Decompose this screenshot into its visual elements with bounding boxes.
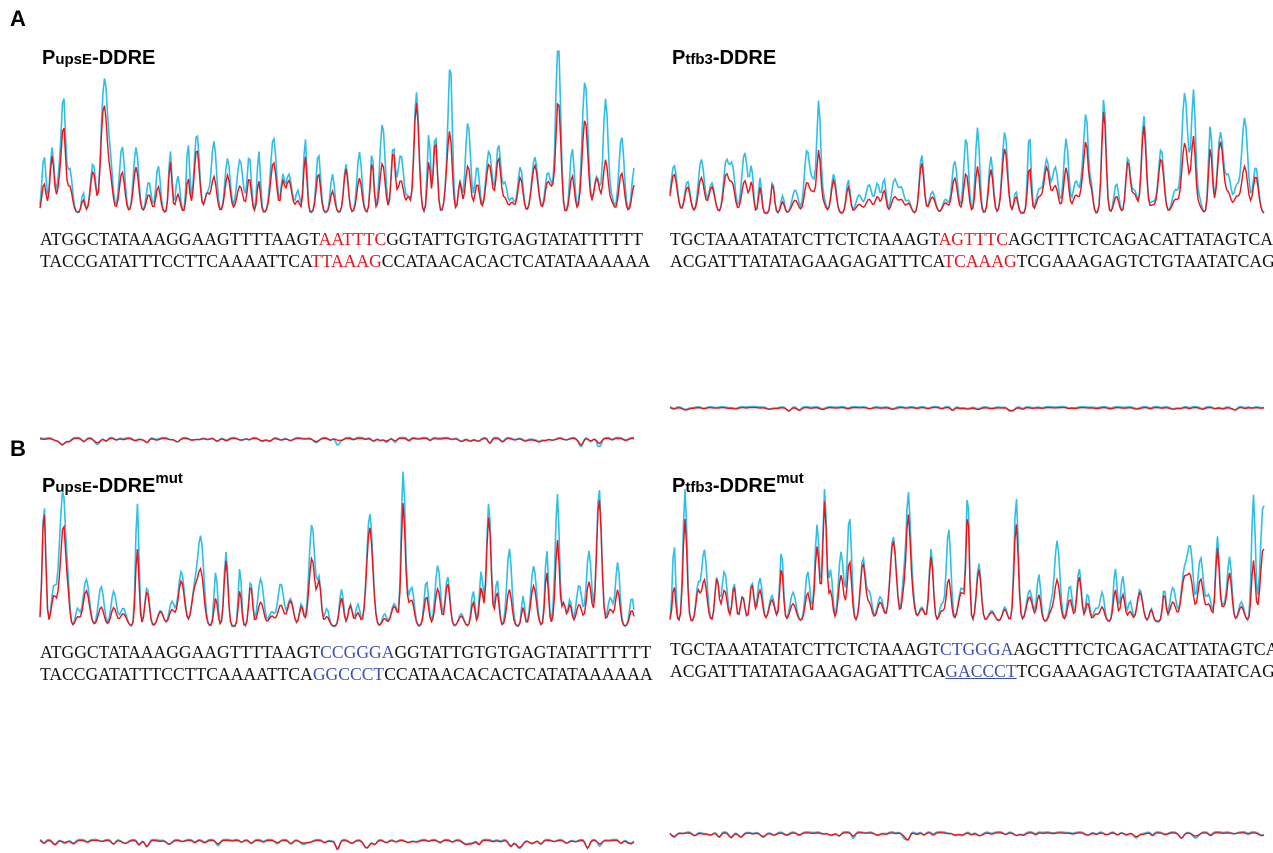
title-main: P — [672, 475, 686, 497]
title-sub: upsE — [55, 51, 93, 68]
panel-b-letter: B — [10, 436, 26, 461]
panel-a-left-top-sequence: ATGGCTATAAAGGAAGTTTTAAGTAATTTCGGTATTGTGT… — [40, 229, 643, 250]
panel-a-right-top-trace — [669, 89, 1265, 215]
panel-b-right-bottom-trace — [669, 830, 1265, 841]
panel-a-right-title: Ptfb3-DDRE — [672, 42, 776, 70]
red-trace-line — [669, 501, 1265, 622]
panel-b-right-bottom-sequence: ACGATTTATATAGAAGAGATTTCAGACCCTTCGAAAGAGT… — [670, 661, 1273, 682]
panel-b-left-bottom-sequence: TACCGATATTTCCTTCAAAATTCAGGCCCTCCATAACACA… — [40, 664, 653, 685]
panel-a-left-bottom-trace — [39, 436, 635, 448]
cyan-trace-line — [669, 489, 1265, 623]
binding-site: TTAAAG — [310, 251, 382, 271]
seq-post: CCATAACACACTCATATAAAAAA — [384, 664, 653, 684]
panel-b-left-bottom-trace — [39, 838, 635, 851]
mutated-site: GACCCT — [945, 661, 1017, 681]
red-trace-line — [39, 437, 635, 446]
title-main: P — [42, 47, 56, 69]
mutated-site: CTGGGA — [939, 639, 1014, 659]
binding-site: TCAAAG — [943, 251, 1017, 271]
seq-post: TCGAAAGAGTCTGTAATATCAGT — [1016, 251, 1273, 271]
title-sup: mut — [155, 470, 183, 487]
binding-site: AATTTC — [318, 229, 387, 249]
panel-b-right-title: Ptfb3-DDREmut — [672, 470, 804, 498]
panel-a-letter: A — [10, 6, 26, 31]
seq-post: GGTATTGTGTGAGTATATTTTTT — [386, 229, 643, 249]
red-trace-line — [39, 102, 635, 213]
panel-a-right-bottom-sequence: ACGATTTATATAGAAGAGATTTCATCAAAGTCGAAAGAGT… — [670, 251, 1273, 272]
title-main: P — [672, 47, 686, 69]
seq-pre: ATGGCTATAAAGGAAGTTTTAAGT — [40, 642, 321, 662]
seq-post: AGCTTTCTCAGACATTATAGTCA — [1013, 639, 1273, 659]
binding-site: AGTTTC — [938, 229, 1008, 249]
panel-b-right-top-trace — [669, 489, 1265, 623]
title-main: P — [42, 475, 56, 497]
panel-b-left-top-trace — [39, 471, 635, 628]
red-trace-line — [669, 112, 1265, 214]
seq-pre: ATGGCTATAAAGGAAGTTTTAAGT — [40, 229, 319, 249]
seq-pre: ACGATTTATATAGAAGAGATTTCA — [670, 661, 946, 681]
red-trace-line — [39, 500, 635, 627]
panel-a-right-top-sequence: TGCTAAATATATCTTCTCTAAAGTAGTTTCAGCTTTCTCA… — [670, 229, 1273, 250]
panel-b-right-top-sequence: TGCTAAATATATCTTCTCTAAAGTCTGGGAAGCTTTCTCA… — [670, 639, 1273, 660]
seq-post: TCGAAAGAGTCTGTAATATCAGT — [1016, 661, 1273, 681]
red-trace-line — [669, 832, 1265, 841]
panel-a-left-title: PupsE-DDRE — [42, 42, 155, 70]
mutated-site: CCGGGA — [320, 642, 395, 662]
seq-pre: TACCGATATTTCCTTCAAAATTCA — [40, 664, 313, 684]
seq-post: GGTATTGTGTGAGTATATTTTTT — [394, 642, 652, 662]
seq-post: CCATAACACACTCATATAAAAAA — [381, 251, 651, 271]
panel-b-left-top-sequence: ATGGCTATAAAGGAAGTTTTAAGTCCGGGAGGTATTGTGT… — [40, 642, 651, 663]
title-sup: mut — [776, 470, 804, 487]
red-trace-line — [669, 406, 1265, 412]
panel-a-left-top-trace — [39, 50, 635, 215]
title-rest: -DDRE — [92, 475, 156, 497]
panel-b-left-title: PupsE-DDREmut — [42, 470, 183, 498]
title-rest: -DDRE — [92, 47, 156, 69]
title-rest: -DDRE — [712, 475, 777, 497]
seq-pre: TGCTAAATATATCTTCTCTAAAGT — [670, 229, 939, 249]
title-rest: -DDRE — [712, 47, 777, 69]
seq-pre: TGCTAAATATATCTTCTCTAAAGT — [670, 639, 940, 659]
title-sub: tfb3 — [685, 51, 713, 68]
seq-post: AGCTTTCTCAGACATTATAGTCA — [1007, 229, 1273, 249]
seq-pre: ACGATTTATATAGAAGAGATTTCA — [670, 251, 944, 271]
red-trace-line — [39, 839, 635, 850]
panel-a-right-bottom-trace — [669, 405, 1265, 413]
mutated-site: GGCCCT — [312, 664, 385, 684]
panel-a-left-bottom-sequence: TACCGATATTTCCTTCAAAATTCATTAAAGCCATAACACA… — [40, 251, 650, 272]
cyan-trace-line — [39, 50, 635, 215]
title-sub: tfb3 — [685, 479, 713, 496]
title-sub: upsE — [55, 479, 93, 496]
seq-pre: TACCGATATTTCCTTCAAAATTCA — [40, 251, 311, 271]
